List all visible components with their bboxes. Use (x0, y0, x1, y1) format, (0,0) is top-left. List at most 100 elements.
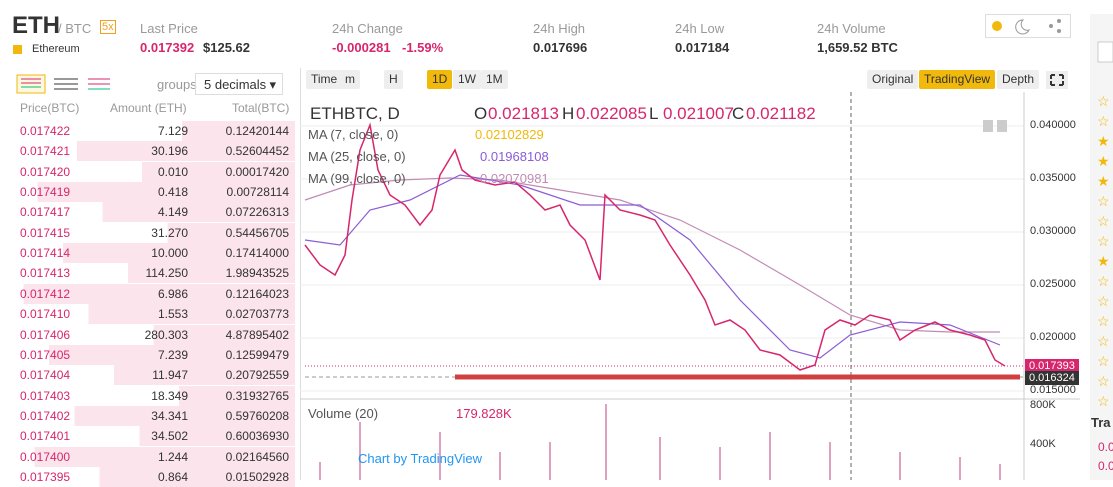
stat-value: 1,659.52 BTC (817, 40, 898, 55)
order-row[interactable]: 0.017400 1.244 0.02164560 (12, 446, 295, 467)
svg-text:☆: ☆ (1097, 333, 1110, 349)
total: 0.59760208 (225, 408, 289, 423)
order-row[interactable]: 0.017419 0.418 0.00728114 (12, 182, 295, 203)
stat-label: 24h High (533, 21, 586, 36)
amount: 11.947 (152, 368, 188, 383)
last-price-label: 0.017393 (1025, 359, 1079, 373)
amount: 280.303 (144, 327, 188, 342)
order-row[interactable]: 0.017395 0.864 0.01502928 (12, 466, 295, 487)
low-price-label: 0.016324 (1025, 371, 1079, 385)
price: 0.017422 (20, 124, 71, 138)
total: 1.98943525 (225, 266, 289, 281)
price: 0.017417 (20, 205, 71, 220)
order-row[interactable]: 0.017417 4.149 0.07226313 (12, 202, 295, 223)
toolbar-button[interactable]: 1M (481, 70, 508, 89)
volume-tick: 400K (1030, 438, 1056, 450)
book-view-icons[interactable] (16, 74, 112, 94)
toolbar-button[interactable]: Time (306, 70, 343, 89)
amount: 34.502 (151, 429, 188, 444)
amount: 1.553 (157, 307, 188, 322)
ohlc-key: C (732, 104, 745, 123)
amount: 1.244 (157, 449, 188, 464)
ohlc-key: O (474, 104, 488, 123)
view-button[interactable]: TradingView (919, 70, 996, 89)
symbol: ETH (12, 12, 60, 39)
stat-extra: $125.62 (203, 40, 250, 55)
price: 0.017406 (20, 327, 71, 342)
total: 0.12164023 (225, 286, 289, 301)
total: 0.00017420 (225, 164, 289, 179)
panel-row: 0.0 (1098, 440, 1113, 454)
order-row[interactable]: 0.017422 7.129 0.12420144 (12, 121, 295, 141)
order-row[interactable]: 0.017420 0.010 0.00017420 (12, 161, 295, 182)
price: 0.017415 (20, 225, 71, 240)
stat-label: Last Price (140, 21, 198, 36)
fullscreen[interactable] (1046, 71, 1068, 89)
total: 0.01502928 (225, 469, 289, 484)
view-button[interactable]: Original (867, 70, 919, 89)
svg-text:☆: ☆ (1097, 373, 1110, 389)
price: 0.017395 (20, 469, 71, 484)
amount: 114.250 (145, 266, 189, 281)
ohlc-value: 0.022085 (576, 104, 647, 123)
coin-name: Ethereum (32, 43, 80, 55)
amount: 7.129 (157, 124, 188, 138)
price: 0.017421 (20, 144, 71, 159)
volume-value: 179.828K (456, 406, 512, 421)
order-row[interactable]: 0.017413 114.250 1.98943525 (12, 263, 295, 284)
view-button[interactable]: Depth (997, 70, 1040, 89)
order-row[interactable]: 0.017414 10.000 0.17414000 (12, 243, 295, 264)
stat-value: 0.017696 (533, 40, 588, 55)
toolbar-button[interactable]: 1W (453, 70, 481, 89)
price-tick: 0.025000 (1030, 278, 1076, 290)
order-row[interactable]: 0.017405 7.239 0.12599479 (12, 344, 295, 365)
price: 0.017410 (20, 307, 71, 322)
svg-text:☆: ☆ (1097, 93, 1110, 109)
order-row[interactable]: 0.017415 31.270 0.54456705 (12, 222, 295, 243)
price-tick: 0.030000 (1030, 225, 1076, 237)
right-strip: ☆ ☆ ★ ★ ★ ☆ ☆ ☆ ★ ☆ ☆ ☆ ☆ ☆ ☆ ☆ (1090, 14, 1113, 480)
amount: 4.149 (157, 205, 188, 220)
panel-row: 0.0 (1098, 459, 1113, 473)
toolbar-button[interactable]: 1D (427, 70, 453, 89)
chart-area (300, 68, 1081, 480)
groups-select[interactable]: 5 decimals ▾ (195, 73, 283, 95)
amount: 0.418 (157, 185, 188, 200)
price: 0.017405 (20, 347, 71, 362)
order-row[interactable]: 0.017404 11.947 0.20792559 (12, 365, 295, 386)
amount: 0.010 (157, 164, 188, 179)
icons[interactable] (985, 14, 1071, 38)
svg-text:☆: ☆ (1097, 213, 1110, 229)
price: 0.017402 (20, 408, 71, 423)
credit[interactable]: Chart by TradingView (358, 451, 483, 466)
total: 0.12420144 (225, 124, 289, 138)
ohlc-value: 0.021813 (488, 104, 559, 123)
amount: 18.349 (151, 388, 188, 403)
order-row[interactable]: 0.017402 34.341 0.59760208 (12, 405, 295, 426)
ohlc-value: 0.021007 (663, 104, 734, 123)
order-row[interactable]: 0.017410 1.553 0.02703773 (12, 304, 295, 325)
order-row[interactable]: 0.017403 18.349 0.31932765 (12, 385, 295, 406)
volume-label: Volume (20) (308, 406, 379, 421)
price: 0.017419 (20, 185, 71, 200)
svg-text:☆: ☆ (1097, 353, 1110, 369)
ohlc-key: L (649, 104, 659, 123)
total: 0.31932765 (225, 388, 289, 403)
price: 0.017404 (20, 368, 71, 383)
ma-value: 0.02102829 (475, 127, 544, 142)
order-row[interactable]: 0.017401 34.502 0.60036930 (12, 426, 295, 447)
price: 0.017420 (20, 164, 71, 179)
amount: 0.864 (157, 469, 188, 484)
order-row[interactable]: 0.017421 30.196 0.52604452 (12, 141, 295, 162)
toolbar-button[interactable]: m (340, 70, 360, 89)
amount: 6.986 (157, 286, 188, 301)
toolbar-button[interactable]: H (384, 70, 403, 89)
amount: 34.341 (151, 408, 188, 423)
ma-label: MA (7, close, 0) (308, 127, 399, 142)
total: 0.20792559 (225, 368, 289, 383)
svg-text:☆: ☆ (1097, 233, 1110, 249)
order-row[interactable]: 0.017406 280.303 4.87895402 (12, 324, 295, 345)
order-row[interactable]: 0.017412 6.986 0.12164023 (12, 283, 295, 304)
panel-title: Tra (1091, 415, 1111, 430)
